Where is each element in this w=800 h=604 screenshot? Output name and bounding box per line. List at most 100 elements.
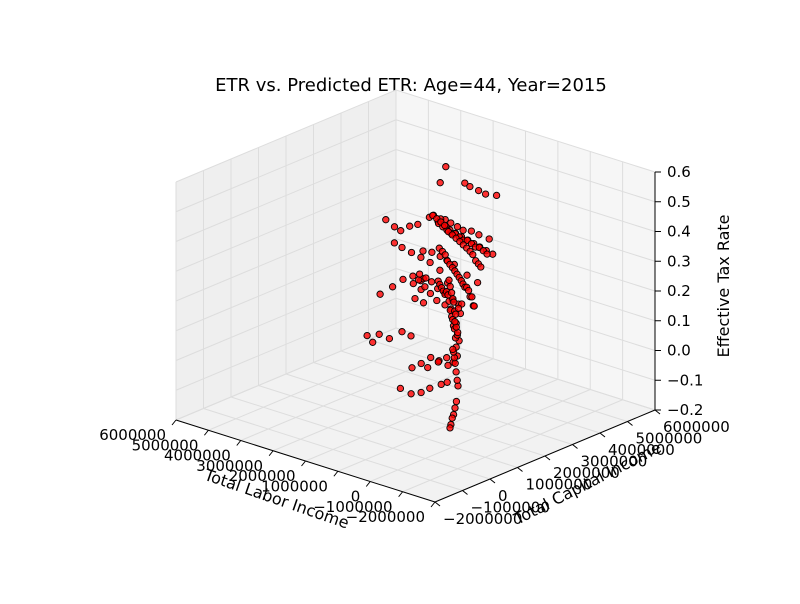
data-point bbox=[442, 163, 450, 171]
data-point bbox=[447, 219, 455, 227]
data-point bbox=[426, 258, 434, 267]
data-point bbox=[369, 338, 377, 346]
z-tick-label: 0.4 bbox=[667, 223, 691, 241]
chart-title: ETR vs. Predicted ETR: Age=44, Year=2015 bbox=[215, 75, 607, 96]
y-tick-label: −1000000 bbox=[471, 499, 550, 517]
data-point bbox=[421, 283, 429, 291]
z-tick-label: 0.6 bbox=[667, 163, 691, 181]
z-axis-label: Effective Tax Rate bbox=[714, 214, 733, 357]
y-tick-label: 2000000 bbox=[553, 464, 620, 482]
grid-line bbox=[395, 327, 656, 411]
data-point bbox=[463, 271, 471, 279]
data-point bbox=[411, 294, 419, 303]
data-point bbox=[468, 293, 476, 301]
grid-line bbox=[175, 119, 397, 213]
data-point bbox=[450, 298, 458, 306]
data-point bbox=[451, 404, 459, 412]
data-point bbox=[363, 331, 371, 340]
data-point bbox=[452, 397, 461, 406]
data-point bbox=[390, 239, 399, 247]
x-tick bbox=[398, 491, 404, 498]
y-tick bbox=[517, 467, 523, 472]
data-point bbox=[388, 283, 397, 291]
data-point bbox=[390, 223, 399, 231]
data-point bbox=[441, 221, 449, 230]
z-tick-label: 0.3 bbox=[667, 252, 691, 270]
data-point bbox=[434, 358, 442, 366]
grid-line bbox=[395, 119, 656, 203]
data-point bbox=[408, 364, 416, 372]
data-point bbox=[441, 251, 449, 259]
y-tick-label: 5000000 bbox=[636, 430, 703, 448]
data-point bbox=[415, 270, 424, 278]
z-tick-label: 0.0 bbox=[667, 342, 691, 360]
data-point bbox=[483, 250, 491, 258]
data-point bbox=[419, 299, 428, 307]
y-tick bbox=[489, 478, 496, 484]
z-tick-label: 0.2 bbox=[667, 282, 691, 300]
y-tick-label: 6000000 bbox=[663, 418, 730, 436]
data-point bbox=[427, 353, 435, 362]
data-point bbox=[474, 186, 483, 195]
data-point bbox=[477, 263, 485, 271]
data-point bbox=[407, 332, 415, 340]
y-tick bbox=[627, 421, 633, 426]
grid-lines bbox=[175, 89, 656, 503]
data-point bbox=[453, 376, 461, 384]
data-point bbox=[398, 328, 406, 336]
data-point bbox=[452, 310, 460, 318]
data-point bbox=[409, 279, 417, 288]
data-point bbox=[428, 248, 436, 256]
data-point bbox=[469, 250, 477, 259]
grid-line bbox=[313, 362, 573, 445]
grid-line bbox=[175, 208, 397, 302]
y-tick-label: 3000000 bbox=[581, 453, 648, 471]
y-tick bbox=[599, 432, 606, 438]
data-point bbox=[436, 179, 444, 187]
data-point bbox=[407, 248, 416, 257]
data-point bbox=[414, 220, 422, 229]
y-tick-label: 0 bbox=[498, 487, 508, 505]
x-tick-label: 6000000 bbox=[99, 426, 166, 444]
data-point bbox=[415, 276, 423, 284]
x-tick bbox=[365, 481, 371, 487]
data-point bbox=[481, 190, 490, 198]
data-point bbox=[464, 286, 473, 295]
x-tick bbox=[236, 440, 242, 446]
data-point bbox=[398, 243, 406, 252]
data-point bbox=[407, 390, 415, 398]
data-point bbox=[447, 289, 456, 297]
data-point bbox=[409, 272, 417, 280]
data-point bbox=[475, 231, 483, 239]
x-tick-label: −2000000 bbox=[346, 508, 425, 526]
x-tick bbox=[268, 450, 274, 457]
data-point bbox=[375, 330, 383, 338]
grid-line bbox=[175, 327, 397, 421]
data-point bbox=[419, 247, 427, 255]
data-point bbox=[449, 345, 457, 354]
data-point bbox=[417, 253, 425, 262]
y-tick-label: 4000000 bbox=[608, 441, 675, 459]
data-point bbox=[467, 227, 476, 235]
axis-ticks: −2000000−1000000010000002000000300000040… bbox=[99, 163, 730, 528]
x-tick bbox=[301, 460, 306, 467]
data-point bbox=[424, 363, 432, 372]
z-tick-label: 0.1 bbox=[667, 312, 691, 330]
y-tick-label: −2000000 bbox=[443, 510, 522, 528]
x-tick-label: 4000000 bbox=[164, 447, 231, 465]
data-point bbox=[437, 380, 445, 389]
grid-line bbox=[285, 373, 546, 457]
grid-line bbox=[395, 89, 656, 173]
grid-line bbox=[340, 350, 601, 434]
x-tick bbox=[171, 419, 177, 426]
z-tick-label: 0.5 bbox=[667, 193, 691, 211]
x-tick-label: 2000000 bbox=[229, 467, 296, 485]
data-point bbox=[426, 384, 434, 392]
data-point bbox=[473, 278, 482, 287]
y-tick bbox=[654, 409, 661, 415]
data-point bbox=[453, 223, 462, 231]
data-point bbox=[446, 424, 454, 432]
x-tick bbox=[203, 429, 209, 436]
data-point bbox=[427, 278, 436, 286]
